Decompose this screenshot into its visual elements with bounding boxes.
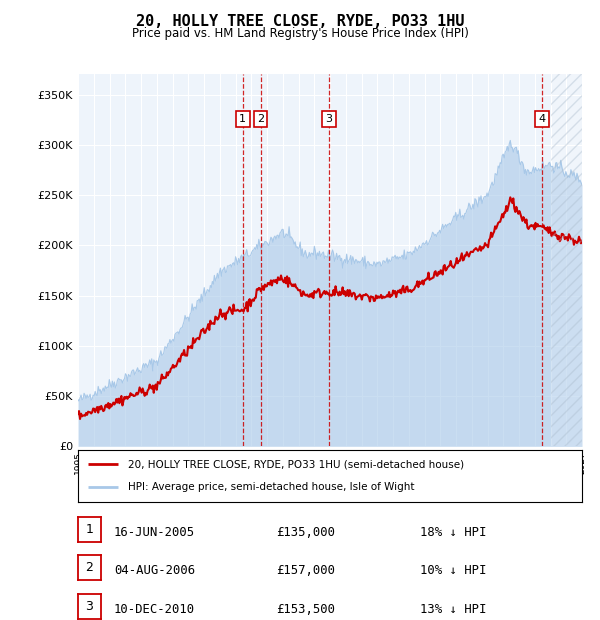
Text: 13% ↓ HPI: 13% ↓ HPI — [420, 603, 487, 616]
Text: 10-DEC-2010: 10-DEC-2010 — [114, 603, 195, 616]
Text: 2: 2 — [257, 114, 264, 124]
Text: £157,000: £157,000 — [276, 564, 335, 577]
Text: 1: 1 — [239, 114, 246, 124]
Bar — [551, 74, 582, 446]
Bar — [551, 74, 582, 446]
Text: 10% ↓ HPI: 10% ↓ HPI — [420, 564, 487, 577]
Text: 16-JUN-2005: 16-JUN-2005 — [114, 526, 195, 539]
Bar — [551, 74, 582, 446]
Text: 18% ↓ HPI: 18% ↓ HPI — [420, 526, 487, 539]
Text: 3: 3 — [85, 600, 94, 613]
Text: £153,500: £153,500 — [276, 603, 335, 616]
Text: 4: 4 — [538, 114, 545, 124]
Text: HPI: Average price, semi-detached house, Isle of Wight: HPI: Average price, semi-detached house,… — [128, 482, 415, 492]
Text: 2: 2 — [85, 561, 94, 574]
Text: 20, HOLLY TREE CLOSE, RYDE, PO33 1HU (semi-detached house): 20, HOLLY TREE CLOSE, RYDE, PO33 1HU (se… — [128, 459, 464, 469]
Text: 1: 1 — [85, 523, 94, 536]
Text: 3: 3 — [326, 114, 332, 124]
Text: 20, HOLLY TREE CLOSE, RYDE, PO33 1HU: 20, HOLLY TREE CLOSE, RYDE, PO33 1HU — [136, 14, 464, 29]
Text: Price paid vs. HM Land Registry's House Price Index (HPI): Price paid vs. HM Land Registry's House … — [131, 27, 469, 40]
Text: 04-AUG-2006: 04-AUG-2006 — [114, 564, 195, 577]
Text: £135,000: £135,000 — [276, 526, 335, 539]
